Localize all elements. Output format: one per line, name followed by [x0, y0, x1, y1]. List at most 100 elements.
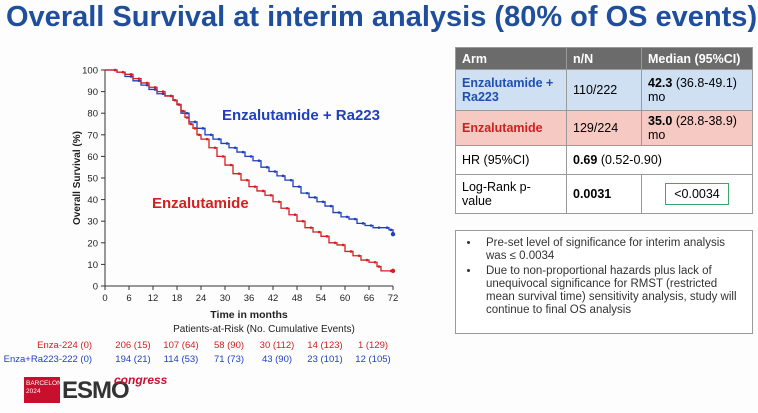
censor-mark	[377, 226, 381, 229]
risk-value: 12 (105)	[355, 354, 390, 365]
censor-mark	[113, 68, 117, 72]
slide-title: Overall Survival at interim analysis (80…	[6, 1, 758, 33]
censor-mark	[217, 137, 221, 141]
risk-value: 71 (73)	[214, 354, 244, 365]
end-marker	[390, 268, 396, 274]
x-tick-label: 72	[388, 293, 399, 304]
censor-mark	[369, 224, 373, 227]
censor-mark	[161, 90, 165, 93]
x-tick-label: 60	[340, 293, 351, 304]
y-tick-label: 80	[87, 109, 98, 120]
x-tick-label: 36	[244, 293, 255, 304]
x-tick-label: 54	[316, 293, 327, 304]
arm-name: Enzalutamide	[455, 110, 567, 146]
censor-mark	[313, 196, 317, 199]
censor-mark	[333, 241, 337, 245]
censor-mark	[337, 211, 341, 214]
censor-mark	[193, 127, 197, 130]
censor-mark	[285, 206, 289, 210]
chart-axes: 0 10 20 30 40 50 60 70 80 90 100 0 6 12 18 24 30 36 42 48 54…	[82, 66, 398, 305]
censor-mark	[145, 83, 149, 87]
results-table: Arm n/N Median (95%CI) Enzalutamide + Ra…	[455, 47, 753, 214]
censor-mark	[373, 260, 377, 264]
risk-value: 206 (15)	[115, 340, 150, 351]
censor-mark	[357, 254, 361, 258]
n-value: 129/224	[566, 110, 642, 146]
censor-mark	[257, 159, 261, 163]
x-tick-label: 66	[364, 293, 375, 304]
logo-suffix: congress	[114, 373, 168, 387]
x-tick-label: 18	[172, 293, 183, 304]
censor-mark	[229, 163, 233, 167]
censor-mark	[205, 137, 209, 141]
censor-mark	[329, 204, 333, 208]
y-tick-label: 30	[87, 217, 98, 228]
censor-mark	[361, 222, 365, 225]
censor-mark	[305, 191, 309, 195]
censor-mark	[317, 230, 321, 234]
censor-mark	[297, 185, 301, 188]
y-tick-label: 0	[93, 282, 98, 293]
censor-mark	[385, 226, 389, 229]
y-tick-label: 40	[87, 195, 98, 206]
censor-mark	[129, 75, 133, 78]
notes-box: Pre-set level of significance for interi…	[455, 230, 753, 334]
censor-mark	[129, 73, 133, 76]
censor-mark	[241, 150, 245, 154]
censor-mark	[265, 165, 269, 169]
risk-value: 1 (129)	[358, 340, 388, 351]
y-tick-label: 70	[87, 130, 98, 141]
censor-mark	[193, 120, 197, 124]
censor-mark	[137, 79, 141, 83]
censor-mark	[249, 155, 253, 158]
censor-mark	[137, 77, 141, 80]
risk-value: 107 (64)	[163, 340, 198, 351]
median-value: 35.0 (28.8-38.9) mo	[641, 110, 753, 146]
logrank-threshold-cell: <0.0034	[641, 174, 753, 214]
risk-value: 222 (0)	[62, 354, 92, 365]
censor-mark	[269, 193, 273, 197]
risk-value: 194 (21)	[115, 354, 150, 365]
logo-brand: ESMO	[62, 377, 130, 404]
risk-value: 23 (101)	[307, 354, 342, 365]
y-axis-label: Overall Survival (%)	[72, 131, 83, 225]
annotation-enza-ra223: Enzalutamide + Ra223	[222, 107, 380, 124]
censor-mark	[213, 146, 217, 150]
annotation-enza: Enzalutamide	[152, 195, 249, 212]
logrank-label: Log-Rank p-value	[455, 174, 567, 214]
censor-mark	[201, 127, 205, 130]
censor-mark	[353, 217, 357, 221]
header-median: Median (95%CI)	[641, 47, 753, 70]
x-tick-label: 42	[268, 293, 279, 304]
censor-mark	[261, 189, 265, 193]
censor-mark	[169, 94, 173, 98]
x-tick-label: 30	[220, 293, 231, 304]
table-row: Enzalutamide 129/224 35.0 (28.8-38.9) mo	[455, 110, 753, 146]
censor-mark	[185, 116, 189, 119]
median-value: 42.3 (36.8-49.1) mo	[641, 69, 753, 111]
risk-value: 114 (53)	[164, 354, 199, 365]
censor-mark	[301, 219, 305, 223]
note-item: Pre-set level of significance for interi…	[480, 237, 744, 263]
censor-mark	[185, 111, 189, 115]
censor-mark	[309, 226, 313, 229]
censor-mark	[253, 185, 257, 188]
y-tick-label: 10	[87, 260, 98, 271]
risk-value: 30 (112)	[260, 340, 295, 351]
censor-mark	[153, 88, 157, 91]
censor-mark	[277, 200, 281, 204]
risk-row-label: Enza-	[37, 340, 62, 351]
censor-mark	[237, 172, 241, 175]
note-item: Due to non-proportional hazards plus lac…	[480, 265, 744, 317]
censor-mark	[273, 170, 277, 173]
risk-table: Enza- 224 (0) 206 (15) 107 (64) 58 (90) 30 (1…	[4, 340, 391, 365]
censor-mark	[161, 92, 165, 96]
x-tick-label: 0	[102, 293, 107, 304]
censor-mark	[325, 235, 329, 238]
risk-table-header: Patients-at-Risk (No. Cumulative Events)	[173, 324, 355, 335]
end-marker	[390, 231, 396, 237]
censor-mark	[349, 250, 353, 253]
y-tick-label: 90	[87, 87, 98, 98]
censor-mark	[177, 103, 181, 106]
risk-row-label: Enza+Ra223-	[4, 354, 62, 365]
